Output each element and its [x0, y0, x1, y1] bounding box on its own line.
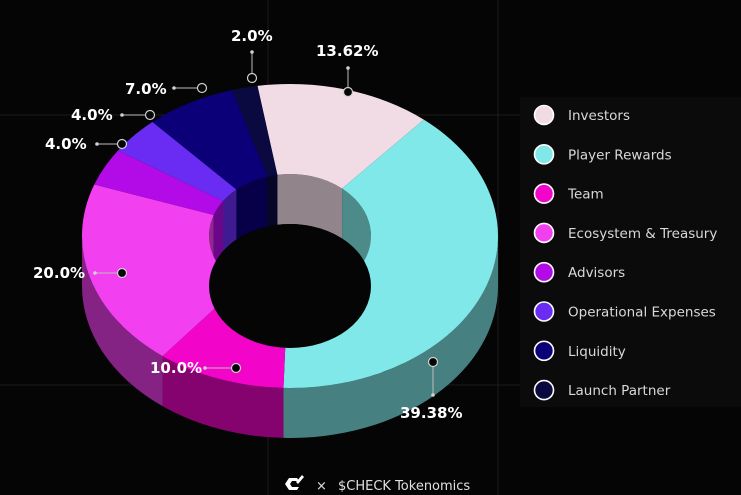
- inner-wall-launch-partner: [267, 174, 278, 227]
- legend-swatch-liquidity: [533, 340, 555, 362]
- slice-launch-partner: [231, 85, 278, 177]
- leader-dot-team: [230, 362, 242, 374]
- legend-swatch-advisors: [533, 261, 555, 283]
- leader-dot-investors: [342, 86, 354, 98]
- leader-dot-launch-partner: [246, 72, 258, 84]
- slice-liquidity: [152, 90, 268, 190]
- legend-label-liquidity: Liquidity: [568, 344, 626, 360]
- percentage-label-player-rewards: 39.38%: [400, 404, 462, 422]
- leader-end-operational-expenses: [120, 113, 124, 117]
- leader-end-investors: [346, 66, 350, 70]
- percentage-label-advisors: 4.0%: [45, 135, 87, 153]
- inner-wall-operational-expenses: [223, 189, 237, 252]
- inner-wall-player-rewards: [342, 188, 371, 286]
- inner-wall-advisors: [213, 201, 224, 265]
- legend-label-investors: Investors: [568, 108, 630, 124]
- slice-operational-expenses: [117, 121, 237, 202]
- legend-label-advisors: Advisors: [568, 265, 625, 281]
- inner-wall-liquidity: [236, 176, 268, 240]
- leader-dot-operational-expenses: [144, 109, 156, 121]
- legend-label-player-rewards: Player Rewards: [568, 147, 672, 163]
- legend: Investors Player Rewards Team Ecosystem & T…: [520, 97, 741, 407]
- footer: × $CHECK Tokenomics: [285, 475, 470, 494]
- legend-label-launch-partner: Launch Partner: [568, 383, 671, 399]
- leader-dot-ecosystem-and-treasury: [116, 267, 128, 279]
- legend-swatch-investors: [533, 104, 555, 126]
- side-wall-player-rewards: [283, 236, 498, 438]
- inner-wall-investors: [277, 174, 343, 239]
- legend-label-operational-expenses: Operational Expenses: [568, 305, 716, 321]
- leader-end-launch-partner: [250, 50, 254, 54]
- percentage-label-ecosystem-and-treasury: 20.0%: [33, 264, 85, 282]
- percentage-callouts: 13.62% 39.38% 10.0% 20.0% 4.0% 4.0% 7.0% 2.0%: [33, 27, 462, 422]
- percentage-label-operational-expenses: 4.0%: [71, 106, 113, 124]
- legend-swatch-operational-expenses: [533, 301, 555, 322]
- side-wall-team: [162, 356, 284, 438]
- leader-end-player-rewards: [431, 393, 435, 397]
- legend-label-team: Team: [567, 187, 604, 203]
- footer-title: $CHECK Tokenomics: [338, 479, 470, 494]
- leader-dot-player-rewards: [427, 356, 439, 368]
- check-logo-icon: [285, 475, 304, 490]
- legend-panel: [520, 97, 741, 407]
- legend-swatch-launch-partner: [533, 379, 555, 401]
- side-wall-ecosystem-and-treasury: [82, 236, 163, 407]
- donut-hole-floor: [209, 224, 371, 348]
- slice-advisors: [94, 150, 224, 215]
- legend-swatch-player-rewards: [533, 144, 555, 165]
- legend-swatch-team: [533, 183, 555, 204]
- percentage-label-investors: 13.62%: [316, 42, 378, 60]
- percentage-label-liquidity: 7.0%: [125, 80, 167, 98]
- donut-chart: [82, 83, 498, 438]
- leader-end-ecosystem-and-treasury: [93, 271, 97, 275]
- percentage-label-launch-partner: 2.0%: [231, 27, 273, 45]
- leader-end-liquidity: [172, 86, 176, 90]
- leader-end-advisors: [95, 142, 99, 146]
- footer-separator: ×: [316, 479, 327, 494]
- slice-ecosystem-and-treasury: [82, 184, 241, 357]
- legend-swatch-ecosystem-and-treasury: [533, 222, 555, 244]
- leader-dot-liquidity: [196, 82, 208, 94]
- slice-investors: [257, 83, 424, 189]
- legend-label-ecosystem-and-treasury: Ecosystem & Treasury: [568, 226, 717, 242]
- leader-end-team: [203, 366, 207, 370]
- percentage-label-team: 10.0%: [150, 359, 202, 377]
- leader-dot-advisors: [116, 138, 128, 150]
